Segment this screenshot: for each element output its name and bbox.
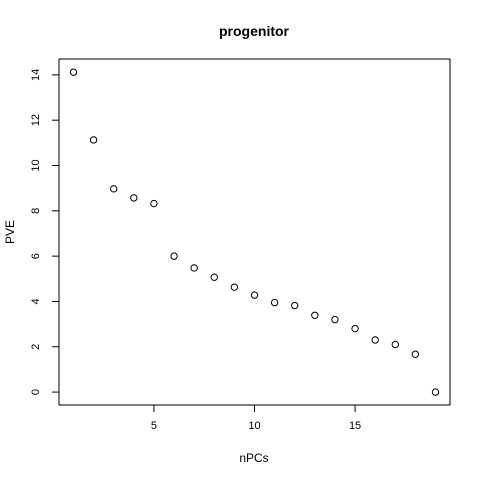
data-point bbox=[210, 273, 218, 281]
y-tick-label: 14 bbox=[30, 69, 42, 81]
data-points bbox=[69, 68, 440, 396]
x-tick-label: 15 bbox=[349, 420, 361, 432]
data-point bbox=[291, 301, 299, 310]
y-tick-label: 4 bbox=[30, 298, 42, 304]
data-point bbox=[270, 298, 279, 307]
data-point bbox=[311, 311, 319, 319]
data-point bbox=[351, 324, 359, 333]
data-point bbox=[150, 199, 158, 208]
y-tick-label: 2 bbox=[30, 344, 42, 350]
plot-frame bbox=[58, 58, 451, 406]
data-point bbox=[170, 252, 178, 260]
data-point bbox=[431, 388, 440, 396]
data-point bbox=[110, 185, 118, 193]
data-point bbox=[89, 136, 98, 144]
data-point bbox=[371, 336, 379, 344]
x-axis-label: nPCs bbox=[239, 451, 268, 465]
data-point bbox=[411, 350, 420, 358]
y-axis-label: PVE bbox=[3, 220, 17, 244]
data-point bbox=[190, 264, 198, 272]
y-tick-label: 8 bbox=[30, 208, 42, 214]
data-point bbox=[331, 315, 339, 324]
x-axis: 5 10 15 bbox=[151, 404, 361, 432]
data-point bbox=[250, 291, 259, 299]
data-point bbox=[391, 340, 399, 349]
y-tick-label: 0 bbox=[30, 389, 42, 395]
x-tick-label: 5 bbox=[151, 420, 157, 432]
y-tick-label: 6 bbox=[30, 253, 42, 259]
y-axis: 0 2 4 6 8 10 12 14 bbox=[30, 69, 60, 395]
y-tick-label: 10 bbox=[30, 159, 42, 171]
chart-title: progenitor bbox=[219, 23, 290, 39]
data-point bbox=[130, 194, 138, 202]
x-tick-label: 10 bbox=[248, 420, 260, 432]
data-point bbox=[69, 68, 78, 76]
data-point bbox=[230, 283, 239, 291]
y-tick-label: 12 bbox=[30, 114, 42, 126]
